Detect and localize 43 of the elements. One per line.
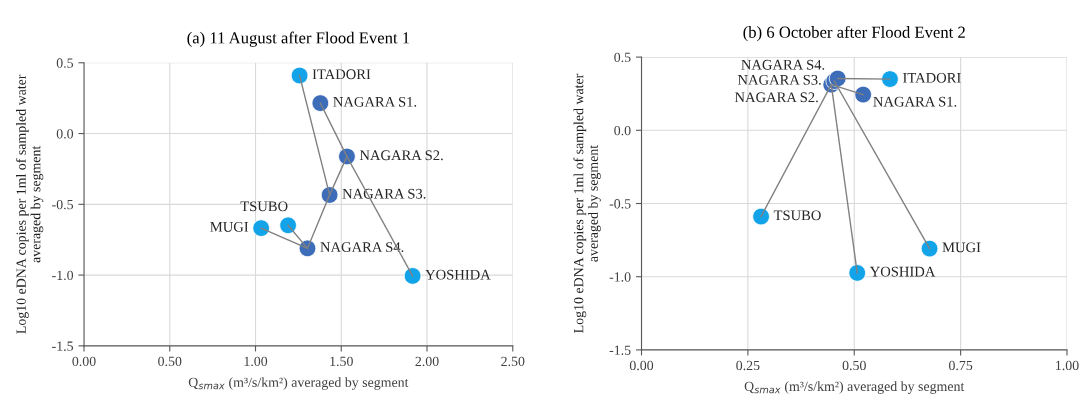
annotation: NAGARA S3. — [737, 74, 821, 85]
annotation: ITADORI — [312, 69, 371, 80]
y-tick-label: -0.5 — [609, 199, 631, 209]
chart-title: (b) 6 October after Flood Event 2 — [743, 25, 965, 42]
x-tick-label: 1.00 — [244, 356, 268, 367]
y-tick-label: -1.0 — [609, 272, 631, 282]
x-tick-label: 2.50 — [501, 356, 525, 367]
y-tick-label: 0.0 — [614, 125, 631, 136]
x-tick-label: 0.00 — [72, 356, 96, 367]
x-axis-title: Q$_{smax}$ (m³/s/km²) averaged by segment — [188, 377, 409, 390]
x-tick-label: 2.00 — [415, 356, 439, 367]
x-tick-label: 0.50 — [158, 356, 182, 367]
annotation: MUGI — [942, 242, 981, 253]
y-axis-title: Log10 eDNA copies per 1ml of sampled water averaged by segment — [573, 73, 601, 333]
x-tick-label: 0.75 — [949, 360, 973, 371]
annotation: TSUBO — [773, 210, 821, 221]
annotation: NAGARA S4. — [320, 242, 404, 253]
y-tick-label: 0.5 — [614, 52, 631, 63]
chart-title: (a) 11 August after Flood Event 1 — [187, 31, 410, 47]
annotation: MUGI — [210, 221, 249, 232]
x-tick-label: 0.25 — [736, 360, 760, 371]
x-tick-label: 0.00 — [629, 360, 654, 371]
annotation: NAGARA S2. — [734, 92, 818, 103]
annotation: YOSHIDA — [869, 266, 936, 277]
y-tick-label: -1.5 — [52, 341, 74, 351]
annotation: TSUBO — [240, 201, 288, 212]
x-axis-title: Q$_{smax}$ (m³/s/km²) averaged by segment — [744, 381, 965, 394]
annotation: NAGARA S3. — [342, 188, 426, 199]
y-axis-title: Log10 eDNA copies per 1ml of sampled water averaged by segment — [15, 74, 44, 334]
annotation: YOSHIDA — [425, 269, 491, 280]
y-tick-label: -1.5 — [609, 345, 631, 355]
x-tick-label: 0.50 — [842, 360, 866, 371]
annotation: ITADORI — [903, 72, 961, 83]
y-tick-label: 0.0 — [56, 129, 74, 139]
y-tick-label: -1.0 — [52, 270, 74, 281]
annotation: NAGARA S2. — [359, 150, 443, 161]
annotation: NAGARA S4. — [741, 59, 825, 70]
y-tick-label: 0.5 — [56, 58, 74, 68]
y-tick-label: -0.5 — [52, 199, 74, 210]
annotation: NAGARA S1. — [873, 96, 957, 107]
annotation: NAGARA S1. — [333, 96, 417, 107]
x-tick-label: 1.50 — [330, 356, 353, 367]
x-tick-label: 1.00 — [1056, 360, 1079, 371]
